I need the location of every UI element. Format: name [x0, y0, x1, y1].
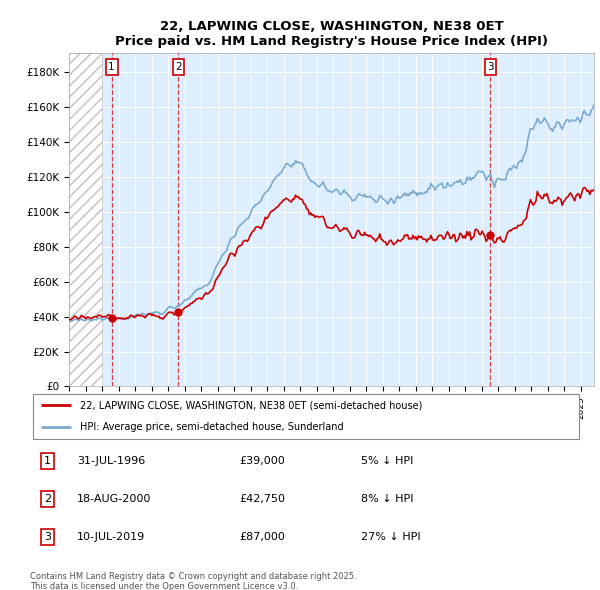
Text: Contains HM Land Registry data © Crown copyright and database right 2025.: Contains HM Land Registry data © Crown c…	[30, 572, 356, 581]
Text: 18-AUG-2000: 18-AUG-2000	[77, 494, 151, 504]
Text: 27% ↓ HPI: 27% ↓ HPI	[361, 532, 421, 542]
Title: 22, LAPWING CLOSE, WASHINGTON, NE38 0ET
Price paid vs. HM Land Registry's House : 22, LAPWING CLOSE, WASHINGTON, NE38 0ET …	[115, 20, 548, 48]
Text: This data is licensed under the Open Government Licence v3.0.: This data is licensed under the Open Gov…	[30, 582, 298, 590]
Text: 3: 3	[44, 532, 51, 542]
Text: 10-JUL-2019: 10-JUL-2019	[77, 532, 145, 542]
Text: 2: 2	[175, 62, 182, 72]
Text: £42,750: £42,750	[240, 494, 286, 504]
Text: 31-JUL-1996: 31-JUL-1996	[77, 456, 145, 466]
Text: 22, LAPWING CLOSE, WASHINGTON, NE38 0ET (semi-detached house): 22, LAPWING CLOSE, WASHINGTON, NE38 0ET …	[80, 400, 422, 410]
Bar	[69, 53, 102, 386]
Text: 5% ↓ HPI: 5% ↓ HPI	[361, 456, 413, 466]
Text: £87,000: £87,000	[240, 532, 286, 542]
Text: HPI: Average price, semi-detached house, Sunderland: HPI: Average price, semi-detached house,…	[80, 422, 343, 432]
Text: £39,000: £39,000	[240, 456, 286, 466]
Text: 1: 1	[108, 62, 115, 72]
Text: 2: 2	[44, 494, 51, 504]
FancyBboxPatch shape	[33, 394, 579, 438]
Text: 8% ↓ HPI: 8% ↓ HPI	[361, 494, 414, 504]
Text: 1: 1	[44, 456, 51, 466]
Text: 3: 3	[487, 62, 494, 72]
